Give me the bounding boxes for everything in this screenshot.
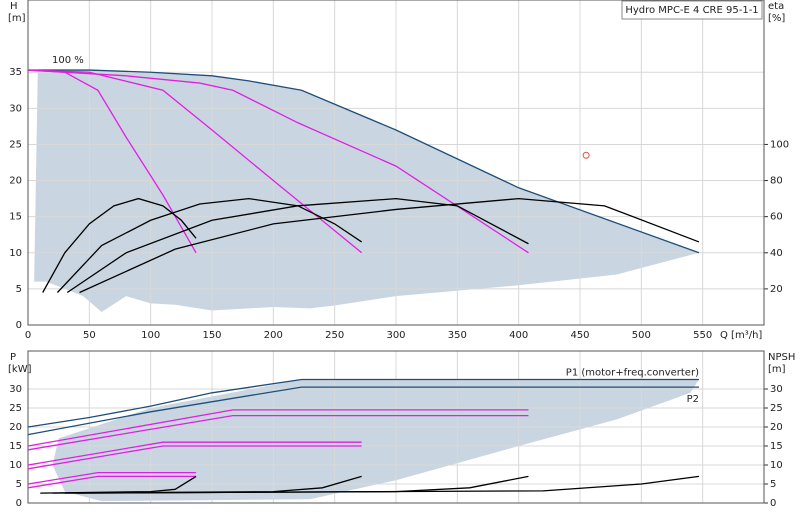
- x-tick-label: 400: [509, 330, 528, 341]
- y-tick-label: 15: [9, 212, 22, 223]
- y2-axis-label: eta: [768, 1, 784, 12]
- y-axis-unit: [kW]: [8, 364, 32, 375]
- y2-tick-label: 80: [770, 176, 783, 187]
- operating-region: [34, 70, 699, 312]
- curve: [27, 441, 362, 466]
- curve: [77, 475, 700, 494]
- curve: [28, 69, 700, 254]
- curve: [42, 197, 197, 293]
- operating-region: [52, 379, 699, 502]
- x-tick-label: 50: [83, 330, 96, 341]
- x-axis-label: Q [m³/h]: [720, 330, 762, 341]
- title-box: [621, 0, 763, 20]
- plot-frame: [27, 0, 765, 326]
- x-tick-label: 200: [264, 330, 283, 341]
- y-tick-label: 25: [9, 139, 22, 150]
- x-tick-label: 0: [25, 330, 31, 341]
- curve: [27, 414, 529, 451]
- series-label: P1 (motor+freq.converter): [566, 368, 699, 379]
- y-axis-label: P: [10, 352, 16, 363]
- y2-tick-label: 15: [770, 441, 783, 452]
- y-tick-label: 10: [9, 248, 22, 259]
- x-tick-label: 450: [570, 330, 589, 341]
- y2-tick-label: 0: [770, 498, 776, 509]
- curve: [56, 197, 363, 293]
- y2-axis-label: NPSH: [768, 352, 795, 363]
- y-tick-label: 20: [9, 422, 22, 433]
- y-axis-label: H: [10, 1, 18, 12]
- y2-tick-label: 20: [770, 284, 783, 295]
- y2-tick-label: 5: [770, 479, 776, 490]
- curve: [27, 386, 699, 436]
- y-tick-label: 25: [9, 403, 22, 414]
- duty-point: [582, 151, 590, 159]
- x-tick-label: 100: [141, 330, 160, 341]
- x-tick-label: 350: [448, 330, 467, 341]
- y-tick-label: 30: [9, 103, 22, 114]
- y-tick-label: 0: [16, 320, 22, 331]
- y2-tick-label: 10: [770, 460, 783, 471]
- x-tick-label: 300: [386, 330, 405, 341]
- y-tick-label: 10: [9, 460, 22, 471]
- chart-title: Hydro MPC-E 4 CRE 95-1-1: [625, 5, 758, 16]
- curve: [27, 445, 362, 470]
- x-tick-label: 150: [202, 330, 221, 341]
- y2-tick-label: 30: [770, 384, 783, 395]
- y2-axis-unit: [%]: [768, 13, 785, 24]
- y2-tick-label: 25: [770, 403, 783, 414]
- y-tick-label: 35: [9, 67, 22, 78]
- curve: [27, 69, 363, 254]
- curve: [79, 197, 700, 294]
- y2-tick-label: 60: [770, 212, 783, 223]
- y-axis-unit: [m]: [8, 13, 26, 24]
- x-tick-label: 550: [693, 330, 712, 341]
- curve: [27, 69, 529, 254]
- y2-tick-label: 40: [770, 248, 783, 259]
- y-tick-label: 30: [9, 384, 22, 395]
- y-tick-label: 15: [9, 441, 22, 452]
- y-tick-label: 5: [16, 284, 22, 295]
- curve: [27, 409, 529, 447]
- curve: [66, 197, 529, 294]
- y-tick-label: 5: [16, 479, 22, 490]
- y-tick-label: 0: [16, 498, 22, 509]
- curve: [27, 378, 699, 428]
- x-tick-label: 500: [632, 330, 651, 341]
- annotation: 100 %: [52, 55, 84, 66]
- series-label: P2: [687, 394, 699, 405]
- x-tick-label: 250: [325, 330, 344, 341]
- y-tick-label: 20: [9, 176, 22, 187]
- y2-tick-label: 100: [770, 139, 789, 150]
- y2-axis-unit: [m]: [768, 364, 786, 375]
- y2-tick-label: 20: [770, 422, 783, 433]
- curve: [27, 475, 197, 489]
- curve: [27, 471, 197, 485]
